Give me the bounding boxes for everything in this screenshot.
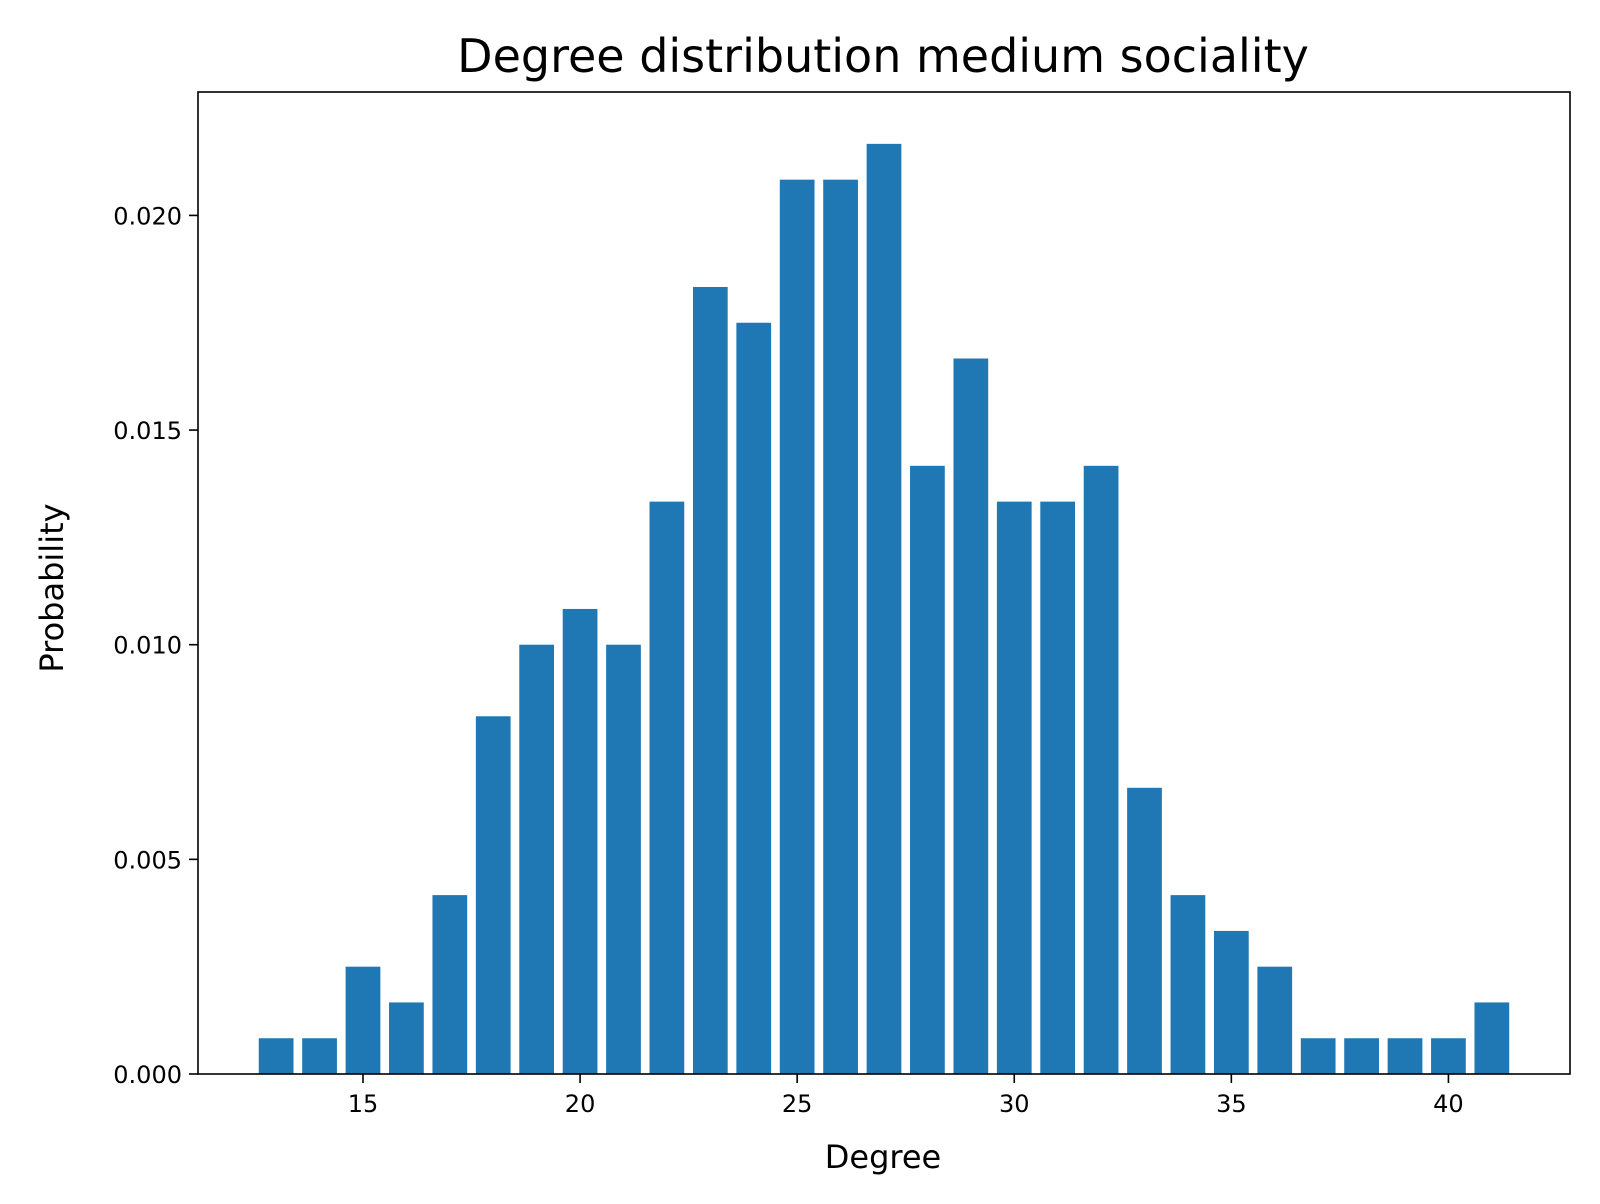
x-tick-label: 20 — [565, 1090, 596, 1118]
x-axis-label: Degree — [825, 1138, 941, 1176]
x-tick-label: 40 — [1433, 1090, 1464, 1118]
bar-degree-21 — [606, 644, 641, 1074]
bar-degree-18 — [475, 716, 511, 1074]
bar-degree-36 — [1257, 966, 1293, 1074]
bar-degree-33 — [1127, 787, 1162, 1074]
x-tick-label: 30 — [999, 1090, 1030, 1118]
bar-degree-38 — [1344, 1038, 1379, 1074]
x-tick-label: 15 — [348, 1090, 379, 1118]
bar-degree-26 — [823, 179, 858, 1074]
bar-degree-29 — [953, 358, 989, 1074]
bar-degree-19 — [519, 644, 555, 1074]
y-tick-label: 0.010 — [113, 632, 182, 660]
y-tick-label: 0.000 — [113, 1061, 182, 1089]
bar-degree-37 — [1300, 1038, 1336, 1074]
y-axis-ticks: 0.000 0.005 0.010 0.015 0.020 — [113, 202, 198, 1089]
bar-degree-27 — [866, 143, 902, 1075]
bars-group — [258, 143, 1510, 1075]
bar-degree-15 — [345, 966, 381, 1074]
bar-degree-31 — [1040, 501, 1076, 1074]
bar-degree-22 — [649, 501, 685, 1074]
bar-degree-41 — [1474, 1002, 1510, 1074]
bar-degree-17 — [432, 895, 468, 1074]
bar-degree-23 — [692, 286, 728, 1075]
bar-degree-13 — [258, 1038, 294, 1074]
x-axis-ticks: 15 20 25 30 35 40 — [348, 1074, 1464, 1118]
bar-degree-35 — [1213, 930, 1249, 1074]
chart-title: Degree distribution medium sociality — [457, 29, 1309, 83]
bar-degree-30 — [996, 501, 1032, 1074]
bar-degree-40 — [1431, 1038, 1466, 1074]
plot-frame — [197, 91, 1571, 1075]
bar-degree-32 — [1083, 465, 1119, 1075]
bar-degree-20 — [562, 608, 598, 1074]
y-axis-label: Probability — [33, 503, 71, 672]
bar-degree-28 — [910, 465, 945, 1075]
x-tick-label: 25 — [782, 1090, 813, 1118]
x-tick-label: 35 — [1216, 1090, 1247, 1118]
y-tick-label: 0.005 — [113, 846, 182, 874]
bar-degree-16 — [389, 1002, 424, 1074]
bar-degree-34 — [1170, 895, 1206, 1074]
bar-degree-25 — [779, 179, 815, 1074]
y-tick-label: 0.015 — [113, 417, 182, 445]
bar-degree-24 — [736, 322, 772, 1074]
bar-degree-39 — [1387, 1038, 1423, 1074]
y-tick-label: 0.020 — [113, 202, 182, 230]
bar-degree-14 — [302, 1038, 337, 1074]
